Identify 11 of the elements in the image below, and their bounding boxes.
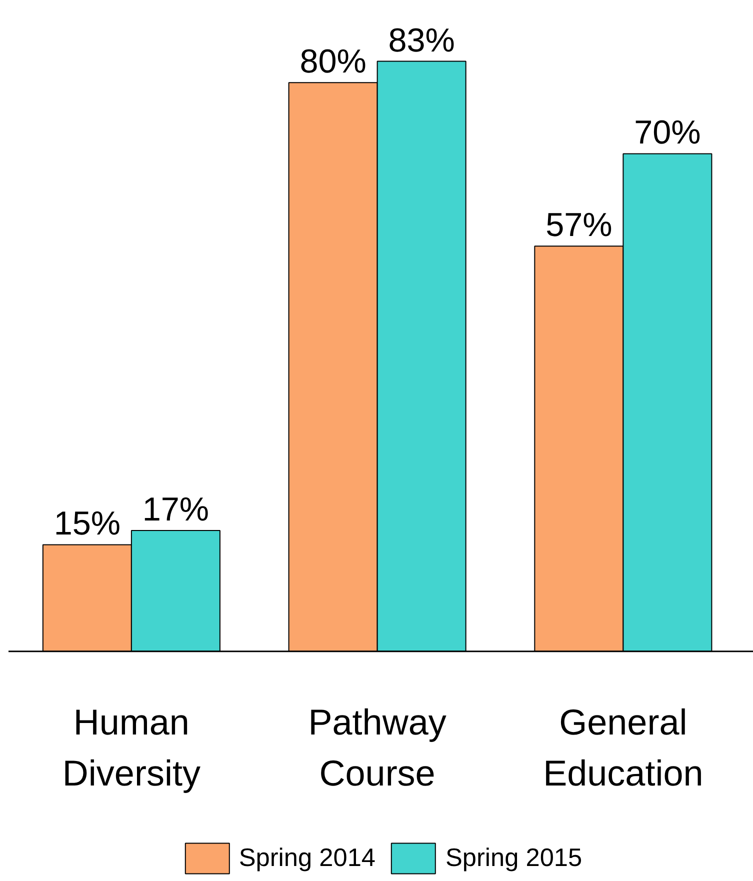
legend-label: Spring 2015: [446, 844, 582, 872]
x-tick-label: General Education: [543, 701, 704, 794]
legend-label: Spring 2014: [238, 844, 376, 872]
data-label: 15%: [54, 506, 121, 543]
x-tick-label: Pathway Course: [308, 701, 446, 794]
data-label: 70%: [634, 114, 701, 152]
data-label: 80%: [300, 44, 366, 81]
data-label: 17%: [142, 492, 210, 529]
data-label: 57%: [546, 207, 612, 244]
data-label: 83%: [388, 22, 455, 60]
x-tick-label: Human Diversity: [62, 701, 200, 794]
